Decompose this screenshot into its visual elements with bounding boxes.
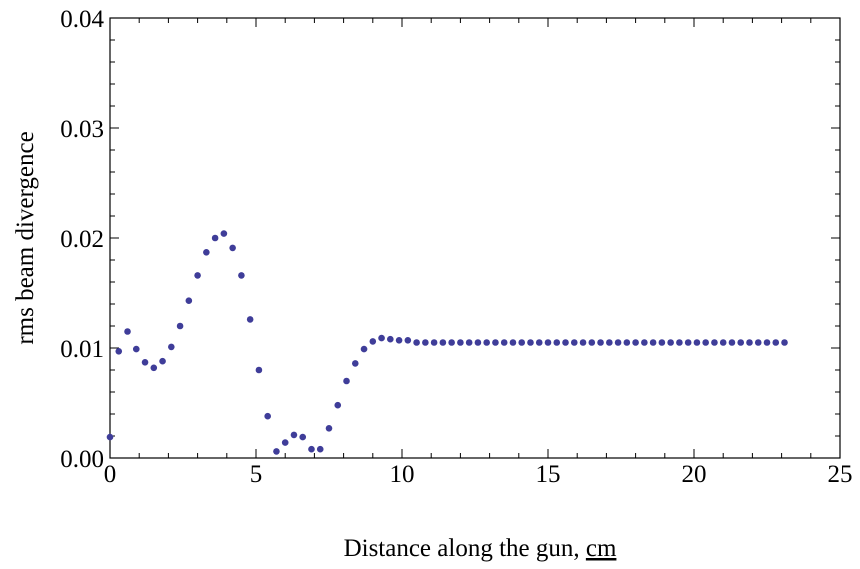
- data-point: [614, 339, 622, 346]
- data-point: [500, 339, 508, 346]
- data-point: [606, 339, 613, 346]
- data-point: [781, 339, 788, 346]
- data-point: [115, 348, 123, 355]
- data-point: [483, 339, 490, 346]
- data-point: [728, 339, 736, 346]
- data-point: [772, 339, 780, 346]
- data-point: [518, 339, 526, 346]
- data-point: [185, 297, 193, 305]
- data-point: [281, 439, 289, 446]
- data-point: [325, 425, 333, 432]
- data-point: [693, 339, 701, 346]
- data-point: [369, 338, 377, 345]
- data-point: [737, 339, 745, 346]
- data-point: [343, 377, 350, 385]
- data-point: [378, 334, 385, 342]
- data-point: [632, 339, 639, 346]
- data-point: [334, 401, 342, 409]
- x-tick-label: 5: [250, 461, 263, 488]
- data-point: [150, 364, 158, 372]
- data-point: [465, 339, 473, 346]
- data-point: [527, 339, 534, 346]
- y-tick-label: 0.00: [60, 446, 104, 473]
- data-points: [106, 230, 788, 455]
- x-axis-unit: cm: [586, 535, 617, 562]
- data-point: [457, 339, 464, 346]
- data-point: [763, 339, 771, 346]
- data-point: [439, 339, 447, 346]
- x-axis-label: Distance along the gun, cm: [344, 535, 617, 562]
- data-point: [430, 339, 438, 346]
- data-point: [474, 339, 482, 346]
- data-point: [535, 339, 543, 346]
- axis-ticks: [109, 17, 841, 459]
- x-tick-label: 15: [536, 461, 561, 488]
- x-tick-label: 0: [104, 461, 117, 488]
- data-point: [273, 448, 280, 455]
- plot-frame: [109, 17, 841, 459]
- data-point: [404, 337, 412, 344]
- data-point: [220, 230, 228, 237]
- data-point: [579, 339, 587, 346]
- data-point: [308, 445, 315, 453]
- data-point: [413, 339, 420, 346]
- y-tick-label: 0.04: [60, 6, 104, 33]
- tick-labels: 0 5 10 15 20 25 0.00 0.01 0.02 0.03 0.04: [60, 6, 852, 488]
- data-point: [360, 345, 368, 353]
- data-point: [229, 244, 236, 252]
- y-tick-label: 0.01: [60, 336, 104, 363]
- y-tick-label: 0.03: [60, 116, 104, 143]
- data-point: [168, 343, 175, 351]
- data-point: [719, 339, 727, 346]
- y-axis-label: rms beam divergence: [12, 131, 39, 344]
- data-point: [290, 431, 298, 439]
- data-point: [395, 337, 403, 344]
- data-point: [667, 339, 674, 346]
- x-tick-label: 10: [390, 461, 415, 488]
- data-point: [562, 339, 569, 346]
- data-point: [492, 339, 499, 346]
- data-point: [141, 359, 149, 366]
- data-point: [597, 339, 604, 346]
- data-point: [203, 249, 210, 256]
- data-point: [211, 234, 219, 242]
- data-point: [623, 339, 631, 346]
- data-point: [387, 335, 394, 343]
- data-point: [509, 339, 517, 346]
- data-point: [159, 357, 166, 365]
- data-point: [255, 366, 263, 374]
- x-tick-label: 20: [682, 461, 707, 488]
- data-point: [570, 339, 578, 346]
- data-point: [676, 339, 683, 346]
- data-point: [754, 339, 762, 346]
- data-point: [711, 339, 718, 346]
- data-point: [316, 445, 324, 453]
- data-point: [553, 339, 561, 346]
- data-point: [641, 339, 648, 346]
- data-point: [194, 272, 201, 279]
- data-point: [658, 339, 666, 346]
- data-point: [124, 328, 131, 335]
- data-point: [351, 360, 359, 367]
- data-point: [299, 433, 307, 441]
- data-point: [588, 339, 596, 346]
- data-point: [746, 339, 753, 346]
- data-point: [422, 339, 429, 346]
- data-point: [132, 345, 140, 353]
- data-point: [702, 339, 709, 346]
- data-point: [176, 322, 184, 330]
- data-point: [106, 433, 114, 441]
- data-point: [544, 339, 552, 346]
- data-point: [448, 339, 455, 346]
- x-tick-label: 25: [828, 461, 853, 488]
- data-point: [246, 316, 254, 323]
- data-point: [649, 339, 657, 346]
- data-point: [238, 272, 245, 279]
- data-point: [264, 412, 271, 420]
- y-tick-label: 0.02: [60, 226, 104, 253]
- data-point: [684, 339, 692, 346]
